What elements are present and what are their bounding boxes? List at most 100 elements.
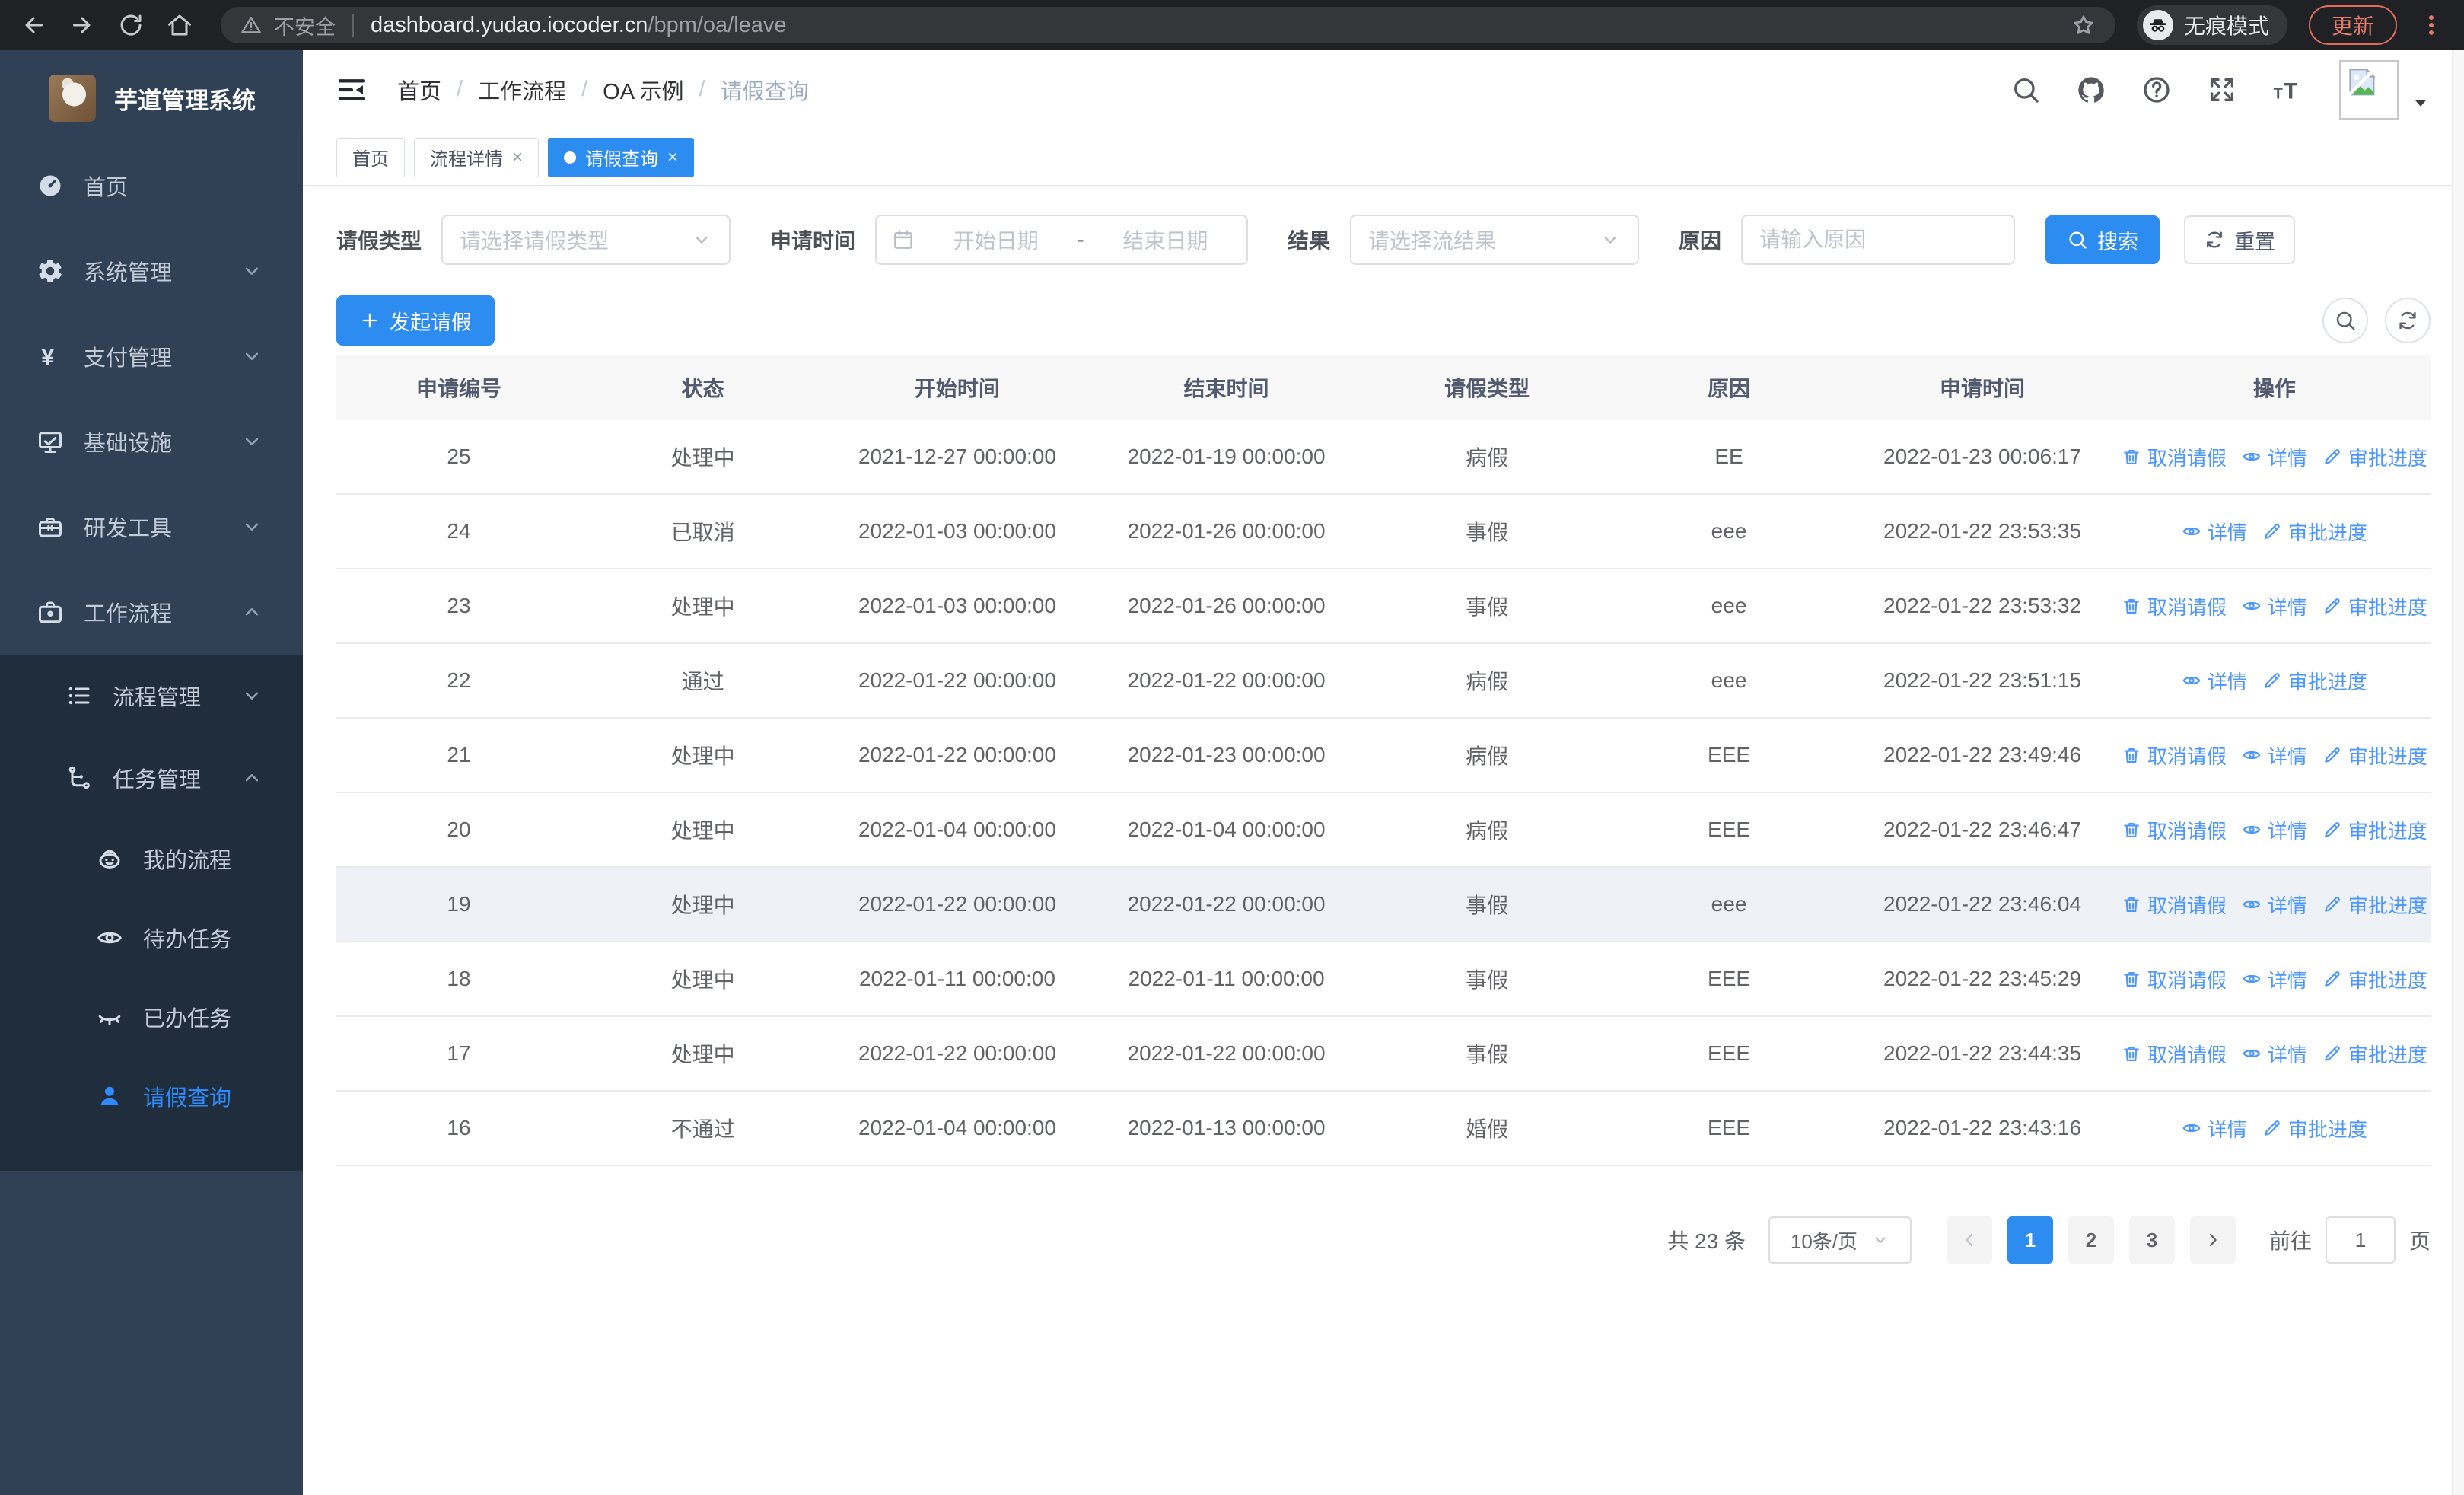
- tab-0[interactable]: 首页: [336, 137, 405, 177]
- search-button[interactable]: 搜索: [2045, 215, 2160, 264]
- table-row[interactable]: 24 已取消 2022-01-03 00:00:00 2022-01-26 00:00…: [336, 495, 2431, 569]
- sidebar-item-4[interactable]: 研发工具: [0, 484, 303, 569]
- action-cancel-link[interactable]: 取消请假: [2122, 891, 2227, 919]
- action-progress-link[interactable]: 审批进度: [2322, 443, 2427, 471]
- home-icon[interactable]: [166, 11, 193, 39]
- action-progress-link[interactable]: 审批进度: [2262, 1114, 2367, 1143]
- page-button-3[interactable]: 3: [2128, 1216, 2175, 1264]
- prev-page-button[interactable]: [1946, 1216, 1992, 1264]
- tab-close-icon[interactable]: ×: [512, 146, 524, 167]
- action-progress-link[interactable]: 审批进度: [2322, 891, 2427, 919]
- action-detail-link[interactable]: 详情: [2242, 816, 2307, 844]
- action-detail-link[interactable]: 详情: [2182, 667, 2247, 695]
- table-search-toggle-button[interactable]: [2322, 298, 2368, 343]
- start-date-placeholder: 开始日期: [953, 229, 1039, 253]
- search-icon[interactable]: [2010, 75, 2041, 105]
- reset-button[interactable]: 重置: [2184, 215, 2296, 264]
- action-detail-link[interactable]: 详情: [2242, 443, 2307, 471]
- action-progress-link[interactable]: 审批进度: [2322, 741, 2427, 770]
- sidebar-item-7[interactable]: 任务管理: [0, 737, 303, 819]
- edit-icon: [2322, 447, 2342, 467]
- next-page-button[interactable]: [2189, 1216, 2236, 1264]
- tab-2[interactable]: 请假查询 ×: [548, 137, 695, 177]
- action-progress-link[interactable]: 审批进度: [2322, 1040, 2427, 1068]
- action-label: 审批进度: [2348, 1043, 2427, 1066]
- trash-icon: [2122, 745, 2141, 765]
- action-detail-link[interactable]: 详情: [2242, 891, 2307, 919]
- page-button-2[interactable]: 2: [2068, 1216, 2114, 1264]
- create-leave-button[interactable]: 发起请假: [336, 295, 495, 346]
- sidebar-item-3[interactable]: 基础设施: [0, 399, 303, 484]
- sidebar-item-6[interactable]: 流程管理: [0, 655, 303, 737]
- goto-page-input[interactable]: [2325, 1216, 2396, 1264]
- table-row[interactable]: 22 通过 2022-01-22 00:00:00 2022-01-22 00:00:…: [336, 644, 2431, 719]
- breadcrumb-item[interactable]: 工作流程: [478, 79, 567, 104]
- forward-icon[interactable]: [68, 11, 96, 39]
- scrollbar-track[interactable]: [2452, 50, 2464, 1495]
- action-cancel-link[interactable]: 取消请假: [2122, 816, 2227, 844]
- help-icon[interactable]: [2141, 75, 2172, 105]
- bookmark-star-icon[interactable]: [2071, 13, 2096, 37]
- reload-icon[interactable]: [117, 11, 145, 39]
- view-icon: [2242, 745, 2262, 765]
- github-icon[interactable]: [2076, 75, 2106, 105]
- tab-close-icon[interactable]: ×: [667, 146, 679, 167]
- action-detail-link[interactable]: 详情: [2182, 518, 2247, 546]
- table-row[interactable]: 25 处理中 2021-12-27 00:00:00 2022-01-19 00:00…: [336, 420, 2431, 495]
- fullscreen-icon[interactable]: [2207, 75, 2237, 105]
- table-row[interactable]: 16 不通过 2022-01-04 00:00:00 2022-01-13 00:00…: [336, 1092, 2431, 1166]
- table-row[interactable]: 23 处理中 2022-01-03 00:00:00 2022-01-26 00:00…: [336, 569, 2431, 644]
- breadcrumb-item[interactable]: OA 示例: [603, 79, 684, 104]
- avatar-caret-down-icon[interactable]: [2411, 93, 2431, 113]
- page-button-1[interactable]: 1: [2007, 1216, 2053, 1264]
- table-row[interactable]: 21 处理中 2022-01-22 00:00:00 2022-01-23 00:00…: [336, 719, 2431, 793]
- browser-update-button[interactable]: 更新: [2308, 5, 2397, 45]
- sidebar-item-11[interactable]: 请假查询: [0, 1057, 303, 1136]
- action-detail-link[interactable]: 详情: [2242, 1040, 2307, 1068]
- tab-1[interactable]: 流程详情 ×: [414, 137, 540, 177]
- table-row[interactable]: 18 处理中 2022-01-11 00:00:00 2022-01-11 00:00…: [336, 942, 2431, 1017]
- address-bar[interactable]: 不安全 dashboard.yudao.iocoder.cn/bpm/oa/le…: [221, 7, 2115, 43]
- table-row[interactable]: 17 处理中 2022-01-22 00:00:00 2022-01-22 00:00…: [336, 1017, 2431, 1092]
- page-size-select[interactable]: 10条/页: [1768, 1216, 1912, 1264]
- action-cancel-link[interactable]: 取消请假: [2122, 1040, 2227, 1068]
- action-detail-link[interactable]: 详情: [2182, 1114, 2247, 1143]
- action-cancel-link[interactable]: 取消请假: [2122, 592, 2227, 620]
- action-detail-link[interactable]: 详情: [2242, 592, 2307, 620]
- result-select[interactable]: 请选择流结果: [1350, 215, 1640, 265]
- browser-menu-icon[interactable]: [2418, 12, 2444, 38]
- sidebar-item-9[interactable]: 待办任务: [0, 898, 303, 977]
- reason-input[interactable]: [1759, 228, 1998, 252]
- action-detail-link[interactable]: 详情: [2242, 741, 2307, 770]
- sidebar-item-8[interactable]: 我的流程: [0, 819, 303, 898]
- apply-time-range-picker[interactable]: 开始日期 - 结束日期: [875, 215, 1249, 265]
- action-cancel-link[interactable]: 取消请假: [2122, 443, 2227, 471]
- breadcrumb-item[interactable]: 首页: [397, 79, 442, 104]
- action-cancel-link[interactable]: 取消请假: [2122, 965, 2227, 993]
- security-warning-icon[interactable]: [240, 14, 262, 36]
- sidebar-item-5[interactable]: 工作流程: [0, 569, 303, 655]
- cell-end: 2022-01-26 00:00:00: [1127, 519, 1326, 543]
- cell-reason: eee: [1711, 892, 1747, 916]
- table-row[interactable]: 19 处理中 2022-01-22 00:00:00 2022-01-22 00:00…: [336, 868, 2431, 942]
- action-progress-link[interactable]: 审批进度: [2322, 965, 2427, 993]
- action-cancel-link[interactable]: 取消请假: [2122, 741, 2227, 770]
- sidebar-item-10[interactable]: 已办任务: [0, 977, 303, 1057]
- table-row[interactable]: 20 处理中 2022-01-04 00:00:00 2022-01-04 00:00…: [336, 793, 2431, 868]
- action-detail-link[interactable]: 详情: [2242, 965, 2307, 993]
- leave-type-select[interactable]: 请选择请假类型: [441, 215, 731, 265]
- url-text: dashboard.yudao.iocoder.cn/bpm/oa/leave: [371, 13, 787, 38]
- action-progress-link[interactable]: 审批进度: [2262, 667, 2367, 695]
- table-refresh-button[interactable]: [2385, 298, 2431, 343]
- action-progress-link[interactable]: 审批进度: [2262, 518, 2367, 546]
- sidebar-item-1[interactable]: 系统管理: [0, 228, 303, 314]
- user-avatar[interactable]: [2339, 59, 2399, 120]
- sidebar-item-0[interactable]: 首页: [0, 143, 303, 228]
- action-progress-link[interactable]: 审批进度: [2322, 592, 2427, 620]
- sidebar-item-2[interactable]: ¥ 支付管理: [0, 314, 303, 399]
- action-progress-link[interactable]: 审批进度: [2322, 816, 2427, 844]
- sidebar-collapse-icon[interactable]: [336, 75, 367, 105]
- back-icon[interactable]: [20, 11, 47, 39]
- action-label: 取消请假: [2147, 595, 2227, 619]
